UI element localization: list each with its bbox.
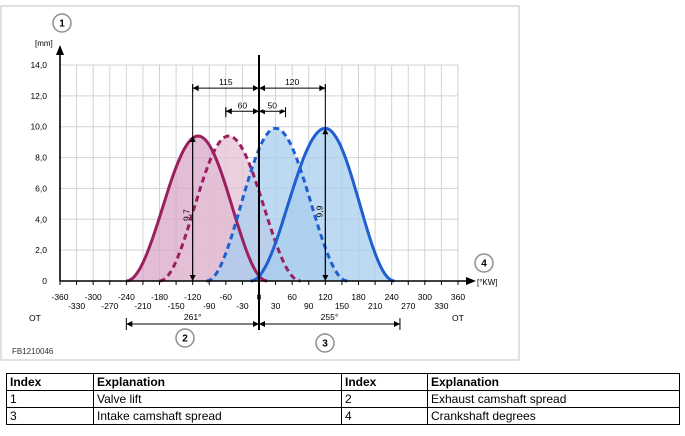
x-axis-arrow: [466, 277, 476, 285]
legend-index: 4: [341, 407, 428, 425]
x-tick-label: 90: [304, 301, 314, 311]
duration-dimension-label: 261°: [184, 312, 202, 322]
legend-row: 3 Intake camshaft spread 4 Crankshaft de…: [6, 407, 680, 425]
duration-dimension-arrow: [253, 321, 259, 327]
x-tick-label: -210: [134, 301, 151, 311]
y-tick-label: 0: [42, 276, 47, 286]
legend-header-explanation: Explanation: [93, 373, 342, 391]
spread-dimension-label: 120: [285, 77, 299, 87]
x-tick-label: 330: [434, 301, 448, 311]
spread-dimension-label: 60: [238, 100, 248, 110]
x-tick-label: -180: [151, 292, 168, 302]
legend-header-index: Index: [6, 373, 94, 391]
spread-dimension-label: 50: [268, 100, 278, 110]
x-tick-label: -360: [51, 292, 68, 302]
spread-dimension-arrow: [253, 85, 259, 92]
x-tick-label: 270: [401, 301, 415, 311]
spread-dimension-arrow: [253, 108, 259, 115]
dimension-label-bg: [216, 78, 235, 88]
valve-lift-arrow: [189, 275, 196, 281]
legend-explanation: Intake camshaft spread: [93, 407, 342, 425]
duration-dimension-arrow: [259, 321, 265, 327]
exhaust-lift-curve: [126, 134, 268, 283]
duration-dimension-label: 255°: [321, 312, 339, 322]
spread-dimension-label: 115: [219, 77, 233, 87]
callout-1-label: 1: [59, 19, 65, 30]
x-tick-label: -300: [85, 292, 102, 302]
legend-table: Index Explanation Index Explanation 1 Va…: [6, 373, 680, 425]
y-tick-label: 12,0: [30, 91, 47, 101]
callout-3-label: 3: [322, 339, 328, 350]
valve-lift-label: 9,9: [314, 205, 324, 217]
legend-explanation: Crankshaft degrees: [427, 407, 680, 425]
x-tick-label: 210: [368, 301, 382, 311]
x-tick-label: 150: [335, 301, 349, 311]
callout-3: [315, 333, 335, 353]
legend-header-index: Index: [341, 373, 428, 391]
legend-index: 2: [341, 390, 428, 408]
x-tick-label: 30: [271, 301, 281, 311]
legend-explanation: Valve lift: [93, 390, 342, 408]
legend-explanation: Exhaust camshaft spread: [427, 390, 680, 408]
valve-lift-label: 9,7: [182, 209, 192, 221]
legend-row: 1 Valve lift 2 Exhaust camshaft spread: [6, 390, 680, 408]
x-tick-label: 180: [351, 292, 365, 302]
spread-dimension-arrow: [192, 85, 199, 92]
figure-id: FB1210046: [12, 347, 54, 356]
callout-2-label: 2: [182, 334, 188, 345]
spread-dimension-arrow: [225, 108, 232, 115]
x-tick-label: 120: [318, 292, 332, 302]
spread-dimension-arrow: [259, 85, 265, 92]
callout-4: [474, 253, 494, 273]
y-tick-label: 4,0: [35, 214, 47, 224]
valve-lift-arrow: [322, 275, 329, 281]
x-tick-label: -330: [68, 301, 85, 311]
ot-label: OT: [452, 313, 464, 323]
x-tick-label: -150: [168, 301, 185, 311]
dimension-label-bg: [283, 78, 302, 88]
dimension-label-bg: [233, 101, 252, 111]
valve-lift-arrow: [189, 135, 196, 142]
callout-4-label: 4: [481, 259, 487, 270]
callout-2: [175, 328, 195, 348]
intake-lift-area: [250, 128, 395, 281]
legend-index: 3: [6, 407, 94, 425]
spread-dimension-arrow: [319, 85, 326, 92]
legend-header-row: Index Explanation Index Explanation: [6, 373, 680, 391]
duration-dimension-arrow: [126, 321, 133, 327]
x-tick-label: 240: [385, 292, 399, 302]
callout-1: [52, 13, 72, 33]
y-tick-label: 14,0: [30, 60, 47, 70]
x-tick-label: -240: [118, 292, 135, 302]
valve-lift-arrow: [322, 128, 329, 135]
x-tick-label: 300: [418, 292, 432, 302]
ot-label: OT: [29, 313, 41, 323]
y-tick-label: 2,0: [35, 245, 47, 255]
duration-dimension-arrow: [393, 321, 400, 327]
y-tick-label: 10,0: [30, 122, 47, 132]
y-axis-arrow: [56, 45, 64, 55]
legend-index: 1: [6, 390, 94, 408]
intake-lift-curve: [206, 126, 348, 283]
y-tick-label: 6,0: [35, 183, 47, 193]
x-tick-label: 0: [257, 292, 262, 302]
x-tick-label: -60: [220, 292, 233, 302]
y-axis-label: [mm]: [35, 39, 53, 48]
legend-header-explanation: Explanation: [427, 373, 680, 391]
x-tick-label: 360: [451, 292, 465, 302]
exhaust-lift-curve: [159, 134, 301, 283]
valve-lift-chart: -360 -300 -240 -180 -120 -60 0 60 120 180 240 300 36…: [0, 5, 520, 361]
dimension-label-bg: [263, 101, 282, 111]
x-tick-label: -90: [203, 301, 216, 311]
x-tick-label: 60: [287, 292, 297, 302]
x-tick-label: -30: [236, 301, 249, 311]
x-tick-label: -120: [184, 292, 201, 302]
x-tick-label: -270: [101, 301, 118, 311]
y-tick-label: 8,0: [35, 153, 47, 163]
x-axis-label: [°KW]: [477, 278, 498, 287]
